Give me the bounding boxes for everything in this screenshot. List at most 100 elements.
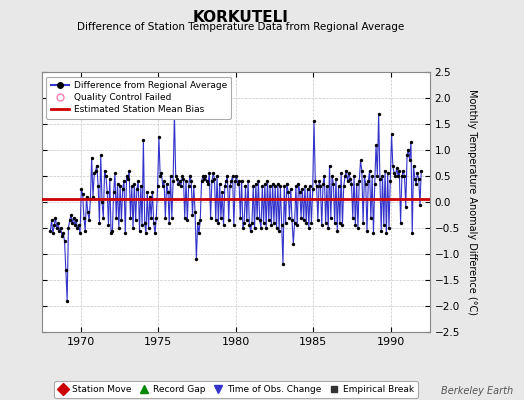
- Point: [345, 170, 353, 177]
- Point: [376, 175, 384, 182]
- Point: [398, 173, 406, 179]
- Point: [257, 225, 265, 231]
- Point: [408, 230, 417, 236]
- Point: [409, 162, 418, 169]
- Point: [241, 183, 249, 190]
- Point: [386, 178, 395, 184]
- Point: [64, 225, 73, 231]
- Point: [353, 181, 361, 187]
- Point: [362, 181, 370, 187]
- Point: [91, 168, 100, 174]
- Point: [134, 178, 143, 184]
- Point: [156, 173, 165, 179]
- Point: [288, 217, 296, 223]
- Point: [387, 131, 396, 138]
- Point: [390, 170, 398, 177]
- Point: [222, 178, 230, 184]
- Point: [289, 240, 298, 247]
- Point: [399, 168, 407, 174]
- Point: [74, 222, 83, 229]
- Point: [311, 178, 320, 184]
- Point: [121, 230, 129, 236]
- Point: [331, 220, 339, 226]
- Point: [262, 225, 270, 231]
- Point: [263, 178, 271, 184]
- Point: [77, 186, 85, 192]
- Point: [196, 217, 204, 223]
- Point: [245, 222, 254, 229]
- Point: [224, 217, 233, 223]
- Point: [143, 188, 151, 195]
- Point: [347, 181, 356, 187]
- Point: [86, 196, 94, 203]
- Point: [108, 227, 116, 234]
- Point: [360, 173, 368, 179]
- Point: [138, 222, 146, 229]
- Point: [223, 173, 232, 179]
- Point: [411, 175, 419, 182]
- Point: [394, 173, 402, 179]
- Point: [105, 175, 114, 182]
- Point: [312, 183, 321, 190]
- Point: [115, 225, 123, 231]
- Point: [342, 168, 351, 174]
- Point: [368, 173, 376, 179]
- Point: [250, 225, 259, 231]
- Point: [316, 183, 325, 190]
- Point: [188, 212, 196, 218]
- Point: [49, 230, 57, 236]
- Point: [385, 225, 393, 231]
- Point: [260, 181, 269, 187]
- Point: [333, 227, 342, 234]
- Point: [199, 173, 207, 179]
- Point: [343, 178, 352, 184]
- Point: [125, 168, 133, 174]
- Point: [221, 183, 229, 190]
- Point: [157, 170, 166, 177]
- Point: [328, 173, 336, 179]
- Point: [407, 139, 415, 145]
- Point: [301, 183, 309, 190]
- Point: [363, 227, 371, 234]
- Point: [120, 178, 128, 184]
- Point: [246, 227, 255, 234]
- Point: [230, 222, 238, 229]
- Point: [315, 178, 323, 184]
- Point: [198, 178, 206, 184]
- Point: [265, 217, 273, 223]
- Point: [275, 227, 283, 234]
- Point: [212, 217, 220, 223]
- Point: [178, 173, 187, 179]
- Point: [282, 181, 291, 187]
- Point: [139, 136, 148, 143]
- Point: [276, 183, 285, 190]
- Point: [117, 217, 126, 223]
- Point: [355, 178, 364, 184]
- Point: [124, 175, 132, 182]
- Point: [82, 194, 91, 200]
- Point: [126, 214, 135, 221]
- Point: [60, 238, 69, 244]
- Point: [378, 173, 387, 179]
- Point: [290, 220, 299, 226]
- Point: [132, 217, 140, 223]
- Point: [239, 225, 247, 231]
- Point: [304, 225, 313, 231]
- Point: [364, 178, 373, 184]
- Point: [400, 173, 409, 179]
- Point: [165, 220, 173, 226]
- Point: [236, 214, 245, 221]
- Point: [320, 173, 329, 179]
- Point: [185, 173, 194, 179]
- Point: [237, 178, 246, 184]
- Point: [334, 183, 343, 190]
- Point: [296, 188, 304, 195]
- Point: [195, 230, 203, 236]
- Point: [259, 220, 268, 226]
- Point: [217, 214, 225, 221]
- Point: [93, 162, 101, 169]
- Point: [50, 222, 58, 229]
- Point: [88, 154, 96, 161]
- Point: [306, 183, 314, 190]
- Point: [414, 175, 423, 182]
